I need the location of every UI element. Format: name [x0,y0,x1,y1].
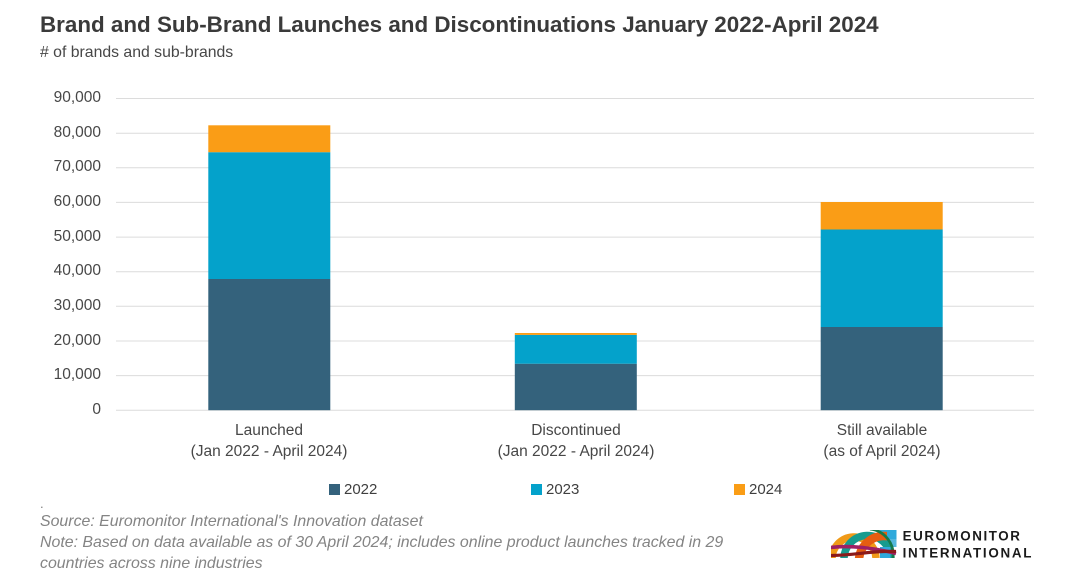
svg-text:INTERNATIONAL: INTERNATIONAL [903,546,1032,561]
svg-text:EUROMONITOR: EUROMONITOR [903,529,1021,544]
